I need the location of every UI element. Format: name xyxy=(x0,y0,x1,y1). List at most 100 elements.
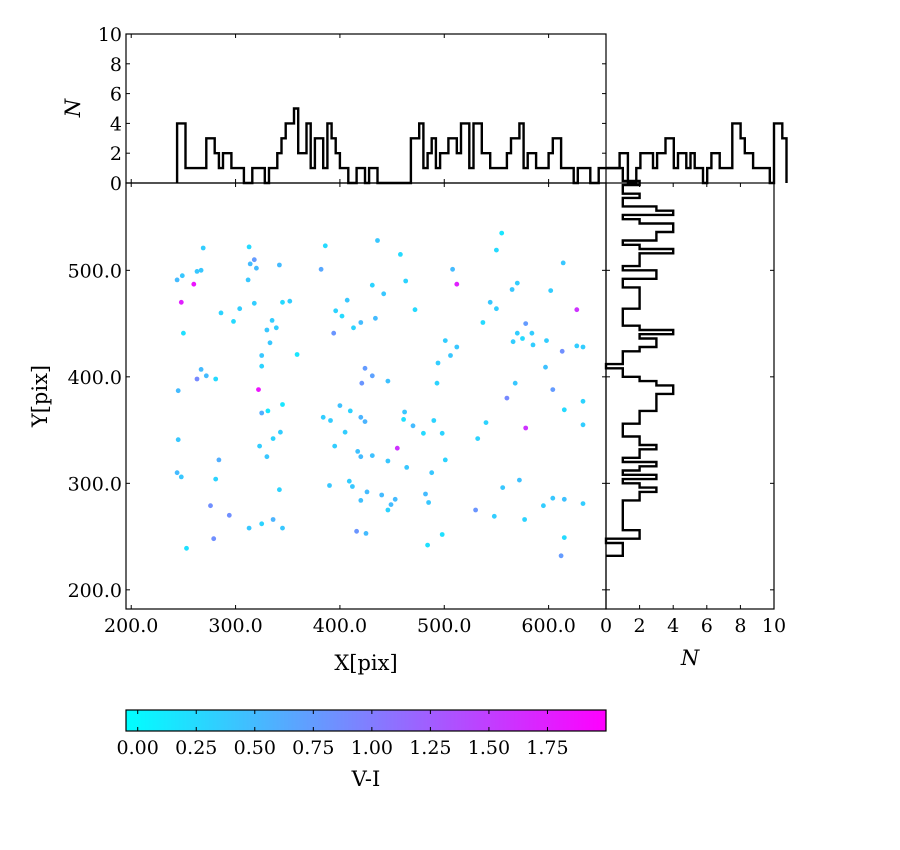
scatter-point xyxy=(394,445,400,451)
scatter-point xyxy=(358,498,364,503)
scatter-point xyxy=(318,266,324,272)
x-tick-label: 400.0 xyxy=(313,615,367,637)
colorbar-tick-label: 0.50 xyxy=(234,737,276,759)
scatter-point xyxy=(344,297,350,303)
scatter-point xyxy=(426,500,431,505)
top-histogram-frame xyxy=(125,33,607,184)
scatter-point xyxy=(359,380,365,386)
scatter-point xyxy=(247,261,253,267)
top-hist-y-tick-label: 0 xyxy=(110,173,122,195)
right-hist-x-tick-label: 4 xyxy=(667,615,679,637)
y-tick-label: 200.0 xyxy=(68,580,122,602)
scatter-point xyxy=(277,262,282,268)
scatter-point xyxy=(550,495,556,501)
scatter-point xyxy=(448,353,453,358)
scatter-point xyxy=(509,287,515,292)
scatter-point xyxy=(358,454,364,460)
right-hist-x-tick-label: 6 xyxy=(701,615,713,637)
scatter-point xyxy=(237,306,243,312)
scatter-point xyxy=(174,470,180,476)
right-histogram-xlabel: N xyxy=(680,646,700,670)
scatter-point xyxy=(269,318,275,323)
scatter-point xyxy=(267,340,273,346)
scatter-point xyxy=(434,380,440,386)
top-hist-y-tick-label: 8 xyxy=(110,54,122,76)
scatter-point xyxy=(277,487,282,493)
top-histogram-x-tick-marks xyxy=(130,34,550,183)
scatter-point xyxy=(251,300,257,306)
right-histogram: 0 2 4 6 8 10 N xyxy=(600,166,786,670)
scatter-point xyxy=(257,443,262,449)
scatter-point xyxy=(475,436,481,441)
scatter-point xyxy=(346,478,352,484)
scatter-point xyxy=(226,512,232,518)
colorbar-tick-label: 1.25 xyxy=(409,737,451,759)
scatter-point xyxy=(530,342,536,348)
scatter-point xyxy=(385,378,391,384)
scatter-point xyxy=(273,325,279,331)
scatter-point xyxy=(425,542,430,548)
scatter-point xyxy=(529,330,535,336)
scatter-point xyxy=(523,425,529,431)
scatter-point xyxy=(256,387,261,392)
scatter-point xyxy=(331,330,337,336)
scatter-point xyxy=(429,470,435,476)
scatter-point xyxy=(435,360,441,366)
scatter-point xyxy=(354,528,359,534)
scatter-point xyxy=(388,502,394,507)
colorbar-tick-label: 1.50 xyxy=(468,737,510,759)
scatter-point xyxy=(259,363,265,369)
scatter-point xyxy=(194,376,200,382)
scatter-point xyxy=(287,298,293,304)
scatter-point xyxy=(333,308,339,314)
x-tick-label: 200.0 xyxy=(104,615,158,637)
x-tick-label: 600.0 xyxy=(521,615,575,637)
scatter-point xyxy=(198,367,204,372)
right-histogram-y-tick-marks xyxy=(606,269,774,591)
scatter-point xyxy=(500,485,506,490)
scatter-point xyxy=(265,408,271,414)
scatter-point xyxy=(392,496,398,502)
scatter-point xyxy=(216,457,222,463)
scatter-point xyxy=(454,281,460,287)
colorbar-frame xyxy=(125,709,607,732)
top-histogram-ylabel: N xyxy=(61,98,85,118)
scatter-point xyxy=(339,313,345,319)
scatter-point xyxy=(264,454,270,460)
scatter-point xyxy=(246,244,252,250)
scatter-point xyxy=(245,277,251,283)
scatter-points xyxy=(174,230,586,559)
scatter-point xyxy=(442,338,448,343)
scatter-point xyxy=(574,343,580,349)
scatter-point xyxy=(522,517,527,522)
top-hist-y-tick-label: 4 xyxy=(110,113,122,135)
scatter-point xyxy=(580,344,586,350)
scatter-point xyxy=(355,449,361,454)
scatter-point xyxy=(337,403,343,408)
colorbar-gradient xyxy=(126,710,606,731)
top-hist-y-tick-label: 10 xyxy=(98,24,122,46)
colorbar-tick-label: 0.25 xyxy=(175,737,217,759)
scatter-point xyxy=(328,418,333,423)
right-histogram-frame xyxy=(605,182,775,610)
scatter-point xyxy=(483,420,489,425)
scatter-point xyxy=(254,265,259,271)
scatter-point xyxy=(184,545,189,551)
scatter-point xyxy=(358,320,364,325)
scatter-point xyxy=(174,277,180,283)
scatter-point xyxy=(280,525,285,531)
scatter-point xyxy=(403,278,409,284)
scatter-point xyxy=(423,491,428,497)
right-histogram-x-ticks: 0 2 4 6 8 10 xyxy=(600,183,786,637)
scatter-point xyxy=(544,338,549,343)
scatter-point xyxy=(504,395,510,401)
scatter-point xyxy=(362,419,368,424)
scatter-point xyxy=(410,423,416,429)
scatter-point xyxy=(543,364,548,370)
scatter-point xyxy=(402,409,407,415)
scatter-point xyxy=(480,320,486,325)
scatter-point xyxy=(442,457,448,463)
scatter-point xyxy=(259,521,265,527)
scatter-point xyxy=(512,380,518,386)
scatter-point xyxy=(398,252,403,257)
